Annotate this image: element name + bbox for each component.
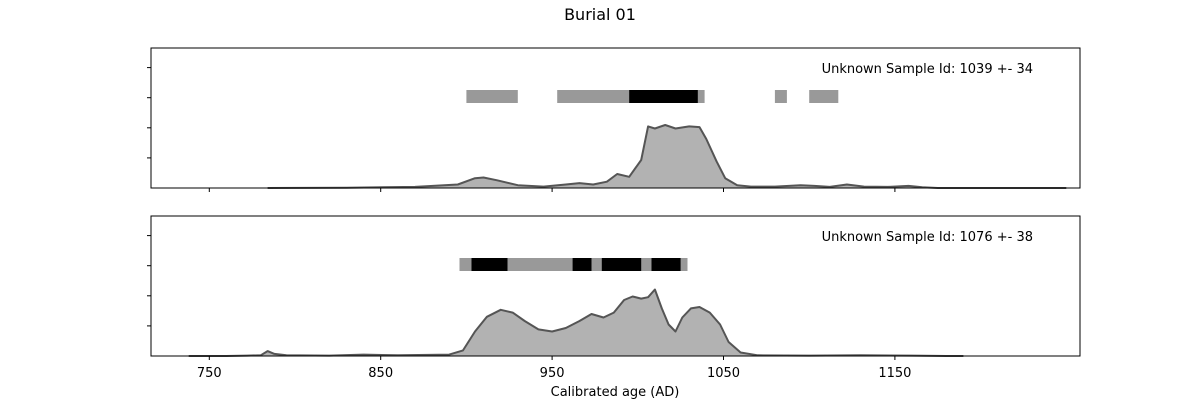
panel-frame [150,47,1081,189]
x-tick-label: 1150 [878,366,911,381]
panel-2: Unknown Sample Id: 1076 +- 38 [147,215,1081,360]
x-axis-label: Calibrated age (AD) [551,385,680,400]
range-bar-outer [809,90,839,103]
density-area [188,289,964,356]
x-tick-label: 850 [368,366,393,381]
density-area [267,125,1067,188]
range-bar-inner [651,258,681,271]
range-bar-inner [471,258,508,271]
x-tick-label: 950 [540,366,565,381]
density-curve [267,124,1067,189]
x-tick-label: 750 [197,366,222,381]
panel-frame [150,215,1081,357]
range-bar-inner [572,258,592,271]
panel-1: Unknown Sample Id: 1039 +- 34 [147,47,1081,192]
chart-title: Burial 01 [564,5,636,24]
range-bar-inner [629,90,698,103]
chart-panels: Unknown Sample Id: 1039 +- 34 Unknown Sam… [147,47,1081,360]
range-bar-outer [774,90,787,103]
density-curve [188,288,964,357]
panel-annotation: Unknown Sample Id: 1076 +- 38 [822,230,1033,245]
range-bar-outer [466,90,518,103]
x-tick-label: 1050 [707,366,740,381]
panel-annotation: Unknown Sample Id: 1039 +- 34 [822,62,1033,77]
x-axis: 750 850 950 1050 1150 [197,366,912,381]
range-bar-inner [601,258,642,271]
